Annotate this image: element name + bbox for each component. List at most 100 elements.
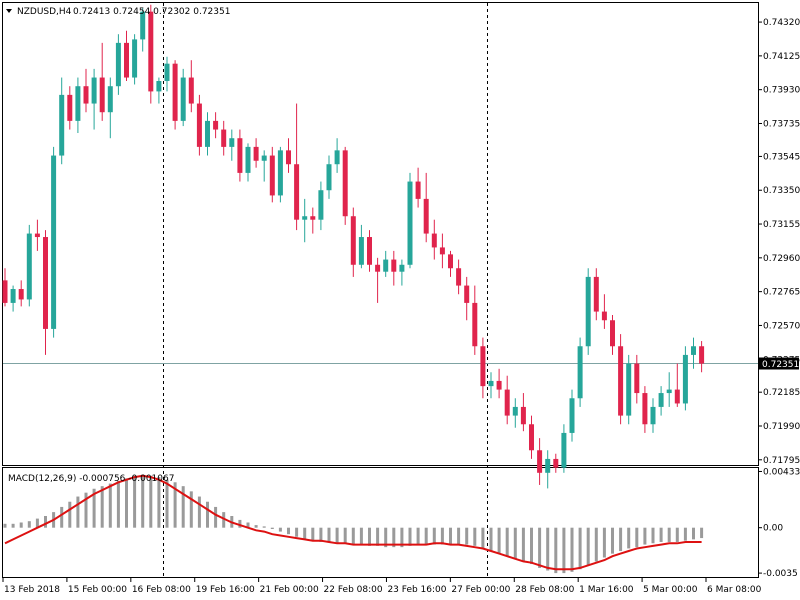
candle-body [83, 86, 89, 104]
candle-body [18, 289, 24, 300]
collapse-triangle-icon[interactable] [6, 9, 12, 13]
price-tick-label: 0.72765 [763, 288, 800, 298]
candle-body [561, 432, 567, 468]
candle-body [229, 138, 235, 147]
candle-body [294, 164, 300, 220]
price-tick-label: 0.74320 [763, 18, 800, 28]
candle-body [504, 389, 510, 416]
macd-histogram-bar [505, 527, 509, 557]
candle-body [148, 11, 154, 92]
macd-histogram-bar [303, 527, 307, 540]
macd-histogram-bar [197, 496, 201, 528]
candle-body [569, 398, 575, 433]
macd-histogram-bar [376, 527, 380, 546]
macd-histogram-bar [497, 527, 501, 554]
candle-body [512, 406, 518, 416]
candle-body [375, 264, 381, 272]
macd-histogram-bar [214, 506, 218, 528]
macd-histogram-bar [659, 527, 663, 542]
candle-body [326, 164, 332, 191]
macd-histogram-bar [643, 527, 647, 545]
macd-histogram-bar [254, 525, 258, 528]
candle-body [277, 150, 283, 196]
macd-histogram-bar [692, 527, 695, 540]
macd-histogram-bar [270, 527, 274, 529]
macd-histogram-bar [627, 527, 631, 549]
macd-histogram-bar [100, 486, 104, 528]
macd-histogram-bar [359, 527, 363, 545]
macd-histogram-bar [546, 527, 550, 571]
candle-body [642, 393, 648, 425]
macd-histogram-bar [586, 527, 590, 566]
candle-body [164, 63, 170, 82]
day-separators [163, 3, 488, 577]
candle-body [2, 280, 8, 303]
candle-body [407, 181, 413, 265]
candle-body [399, 264, 405, 272]
candle-body [472, 302, 478, 347]
candle-body [10, 289, 16, 303]
time-axis: 13 Feb 2018 15 Feb 00:00 16 Feb 08:00 19 Fe… [2, 577, 762, 595]
macd-histogram-bar [400, 527, 404, 548]
macd-histogram-bar [60, 506, 64, 528]
candle-body [520, 406, 526, 425]
macd-histogram-bar [92, 488, 96, 528]
macd-histogram-bar [635, 527, 639, 548]
candle-body [269, 155, 275, 196]
candle-body [626, 363, 632, 416]
candle-body [99, 77, 105, 113]
candle-body [51, 155, 57, 329]
candle-body [180, 77, 186, 121]
macd-histogram-bar [206, 501, 209, 528]
macd-histogram-bar [457, 527, 461, 545]
candle-body [383, 259, 389, 272]
macd-histogram-bar [319, 527, 323, 542]
candle-body [156, 81, 162, 92]
candle-body [577, 346, 583, 399]
macd-histogram-bar [440, 527, 444, 545]
candle-body [480, 346, 486, 387]
price-tick-label: 0.73735 [763, 119, 800, 129]
price-tick-label: 0.72570 [763, 321, 800, 331]
price-tick-label: 0.72960 [763, 254, 800, 264]
candle-body [699, 346, 705, 364]
candle-body [261, 155, 267, 161]
candle-body [26, 233, 32, 300]
candle-body [682, 354, 688, 404]
candle-body [59, 94, 65, 156]
macd-histogram-bar [327, 527, 331, 542]
candle-body [115, 42, 121, 87]
macd-histogram-bar [3, 523, 7, 528]
candle-body [439, 247, 445, 255]
candle-body [674, 389, 680, 404]
time-tick-label: 6 Mar 08:00 [707, 585, 762, 595]
macd-histogram-bar [311, 527, 315, 541]
macd-header: MACD(12,26,9) -0.000756 -0.001067 [8, 474, 174, 484]
candle-body [302, 216, 308, 220]
candle-body [423, 198, 429, 234]
macd-histogram-bar [27, 521, 31, 528]
candle-body [213, 120, 219, 130]
candle-body [367, 237, 372, 265]
candle-body [488, 380, 494, 387]
candle-body [221, 129, 227, 147]
candle-body [634, 363, 640, 394]
candle-body [318, 190, 324, 220]
candle-body [67, 94, 73, 121]
macd-axis: 0.004333 0.00 -0.0035 [758, 467, 800, 579]
macd-histogram-bar [473, 527, 477, 546]
chart-symbol: NZDUSD,H4 [17, 7, 72, 17]
macd-histogram-bar [343, 527, 347, 544]
candle-body [545, 458, 551, 473]
candle-body [350, 216, 356, 265]
macd-histogram-bar [424, 527, 428, 545]
time-tick-label: 1 Mar 16:00 [579, 585, 634, 595]
macd-histogram-bar [11, 523, 15, 528]
candle-body [75, 86, 81, 121]
chart-ohlc: 0.72413 0.72454 0.72302 0.72351 [73, 7, 230, 17]
time-tick-label: 19 Feb 16:00 [196, 585, 255, 595]
candle-body [666, 389, 672, 394]
candle-body [253, 146, 259, 161]
macd-histogram-bar [295, 527, 299, 537]
